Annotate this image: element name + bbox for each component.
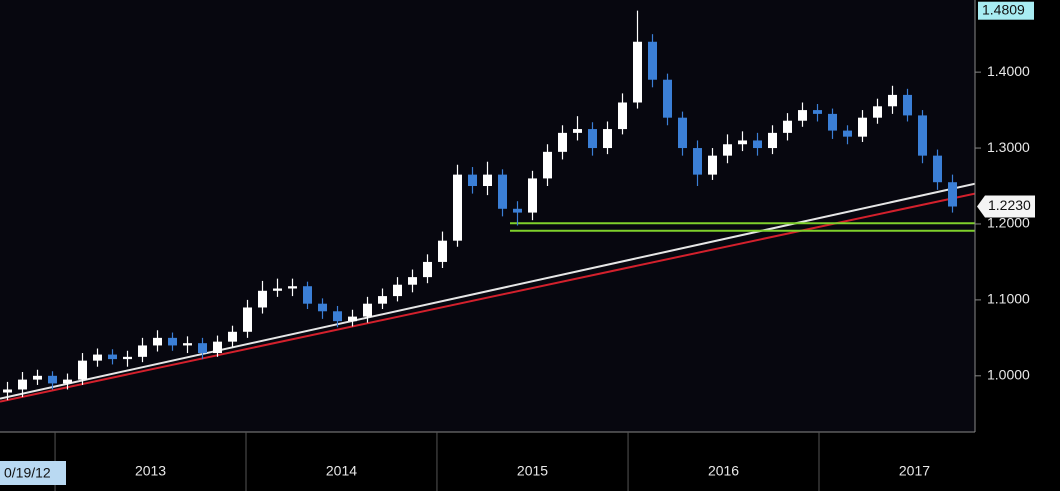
candle-body — [813, 110, 822, 114]
candle-body — [273, 288, 282, 291]
candle-body — [93, 354, 102, 361]
candle-body — [318, 303, 327, 312]
plot-area — [0, 0, 975, 432]
candle-body — [168, 337, 177, 346]
candle-body — [648, 41, 657, 80]
x-tick-label: 2013 — [135, 463, 166, 479]
candle-body — [348, 316, 357, 322]
candle-body — [333, 311, 342, 322]
candle-body — [573, 129, 582, 133]
candle-body — [558, 132, 567, 152]
y-tick-label: 1.0000 — [987, 367, 1030, 383]
candle-body — [528, 178, 537, 213]
candle-body — [468, 174, 477, 187]
candle-body — [213, 341, 222, 354]
candle-body — [423, 261, 432, 278]
start-date-label: 0/19/12 — [4, 465, 51, 481]
candle-body — [873, 106, 882, 118]
candle-body — [618, 102, 627, 130]
candle-body — [498, 174, 507, 209]
candle-body — [48, 375, 57, 384]
candle-body — [243, 307, 252, 332]
trend-line — [0, 192, 975, 403]
candle-body — [393, 284, 402, 297]
candle-body — [603, 129, 612, 149]
x-tick-label: 2016 — [708, 463, 739, 479]
candle-body — [903, 94, 912, 116]
candle-body — [183, 343, 192, 346]
candle-body — [768, 132, 777, 149]
y-tick-label: 1.1000 — [987, 291, 1030, 307]
candle-body — [363, 303, 372, 317]
candle-body — [408, 277, 417, 285]
y-tick-label: 1.2000 — [987, 215, 1030, 231]
candle-body — [828, 113, 837, 131]
candle-body — [513, 208, 522, 213]
x-tick-label: 2014 — [326, 463, 357, 479]
candle-body — [33, 375, 42, 380]
plot — [0, 10, 975, 403]
candle-body — [153, 337, 162, 346]
start-date-box — [0, 461, 66, 485]
candle-body — [378, 296, 387, 304]
candle-body — [438, 240, 447, 262]
candle-body — [678, 117, 687, 149]
candle-body — [783, 120, 792, 133]
candle-body — [303, 286, 312, 304]
candle-body — [588, 129, 597, 149]
trend-line — [0, 182, 975, 400]
last-label: 1.2230 — [988, 197, 1031, 213]
candle-body — [708, 155, 717, 175]
candle-body — [108, 354, 117, 360]
last-label-box — [977, 195, 1035, 218]
candle-body — [3, 389, 12, 393]
candle-body — [738, 140, 747, 145]
x-tick-label: 2015 — [517, 463, 548, 479]
candle-body — [63, 379, 72, 384]
candle-body — [858, 117, 867, 137]
candle-body — [258, 290, 267, 308]
candle-body — [723, 144, 732, 156]
candle-body — [288, 286, 297, 289]
candle-body — [543, 151, 552, 179]
high-label-box — [978, 1, 1034, 20]
candle-body — [948, 182, 957, 207]
y-tick-label: 1.3000 — [987, 139, 1030, 155]
y-tick-label: 1.4000 — [987, 63, 1030, 79]
candle-body — [633, 41, 642, 103]
candle-body — [198, 343, 207, 354]
candle-body — [483, 174, 492, 187]
candle-body — [843, 130, 852, 137]
candle-body — [663, 79, 672, 118]
candle-body — [888, 94, 897, 107]
candle-body — [693, 148, 702, 175]
candle-body — [18, 379, 27, 390]
candle-body — [78, 360, 87, 380]
candle-body — [753, 140, 762, 149]
candle-body — [933, 155, 942, 183]
candle-body — [123, 356, 132, 360]
candle-body — [228, 331, 237, 342]
candle-body — [798, 110, 807, 121]
high-label: 1.4809 — [982, 1, 1025, 17]
candle-body — [138, 345, 147, 357]
candle-body — [453, 174, 462, 241]
candle-body — [918, 115, 927, 156]
x-tick-label: 2017 — [899, 463, 930, 479]
